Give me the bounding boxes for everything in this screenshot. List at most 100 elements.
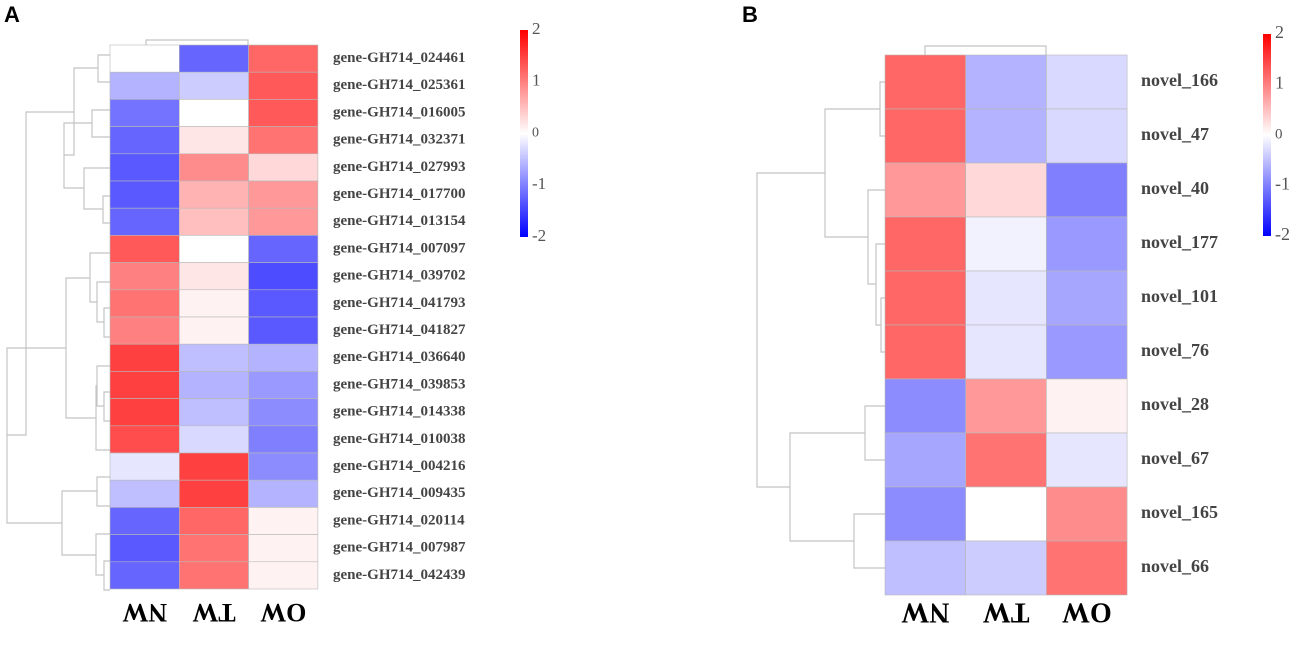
heatmap-cell [109,371,180,399]
row-label: novel_101 [1141,286,1218,306]
heatmap-cell [248,207,319,236]
legend-tick-label: -1 [1275,174,1290,194]
heatmap-cell [248,425,319,454]
heatmap-cell [965,324,1047,380]
heatmap-cell [109,316,180,345]
legend-tick-label: 2 [532,19,541,38]
heatmap-cell [884,486,966,542]
heatmap-cell [179,235,249,263]
heatmap-cell [884,162,966,218]
heatmap-cell [1046,108,1128,164]
heatmap-cell [109,262,180,291]
heatmap-cell [965,108,1047,164]
heatmap-cell [965,432,1047,488]
heatmap-cell [884,54,966,110]
legend-tick-label: 0 [532,126,539,141]
heatmap-cell [248,44,319,73]
row-label: novel_40 [1141,178,1209,198]
row-label: gene-GH714_013154 [333,213,466,229]
row-label: gene-GH714_042439 [333,567,466,583]
row-label: novel_47 [1141,124,1209,144]
legend-tick-label: -2 [532,226,546,245]
row-label: gene-GH714_041827 [333,322,466,338]
panel-b-color-legend: 2 1 0 -1 -2 [1263,22,1290,244]
heatmap-cell [109,343,180,372]
panel-a-row-labels: gene-GH714_024461 gene-GH714_025361 gene-G… [333,50,466,583]
row-label: novel_166 [1141,70,1218,90]
heatmap-cell [179,153,249,182]
panel-a-column-labels: NW TW OW [122,598,306,627]
heatmap-cell [1046,270,1128,326]
heatmap-cell [109,289,180,318]
heatmap-cell [109,479,180,508]
row-label: novel_165 [1141,502,1218,522]
heatmap-cell [1046,324,1128,380]
heatmap-cell [179,343,249,372]
row-label: gene-GH714_017700 [333,186,466,202]
row-label: gene-GH714_032371 [333,132,466,148]
heatmap-cell [248,235,319,263]
heatmap-cell [179,452,249,481]
row-label: gene-GH714_036640 [333,349,466,365]
heatmap-cell [248,398,319,427]
heatmap-cell [179,371,249,399]
heatmap-cell [109,207,180,236]
heatmap-cell [1046,486,1128,542]
panel-b-cells [884,54,1128,596]
heatmap-cell [109,235,180,263]
heatmap-cell [965,486,1047,542]
heatmap-cell [884,216,966,272]
heatmap-cell [109,452,180,481]
heatmap-cell [109,180,180,209]
heatmap-cell [109,99,180,127]
heatmap-cell [179,398,249,427]
heatmap-cell [109,561,180,590]
heatmap-cell [179,44,249,73]
column-label: TW [983,597,1030,628]
heatmap-cell [109,398,180,427]
panel-a-color-legend: 2 1 0 -1 -2 [520,19,546,245]
heatmap-cell [884,540,966,596]
panel-a-row-dendrogram [6,54,110,591]
heatmap-cell [179,289,249,318]
heatmap-cell [109,425,180,454]
heatmap-cell [179,99,249,127]
row-label: gene-GH714_041793 [333,295,466,311]
legend-tick-label: 1 [1275,73,1284,93]
heatmap-cell [179,534,249,563]
heatmap-cell [109,71,180,100]
legend-tick-label: 0 [1275,126,1283,142]
heatmap-cell [179,507,249,535]
heatmap-cell [248,99,319,127]
heatmap-cell [965,378,1047,434]
column-label: OW [1062,597,1112,628]
heatmap-cell [179,71,249,100]
heatmap-cell [884,270,966,326]
panel-b-row-labels: novel_166 novel_47 novel_40 novel_177 novel_… [1141,70,1218,576]
row-label: gene-GH714_010038 [333,431,466,447]
heatmap-cell [179,316,249,345]
heatmap-cell [1046,378,1128,434]
heatmap-cell [884,108,966,164]
heatmap-cell [1046,162,1128,218]
heatmap-cell [109,126,180,155]
heatmap-cell [248,180,319,209]
row-label: gene-GH714_039702 [333,268,466,284]
heatmap-cell [109,44,180,73]
heatmap-cell [248,507,319,535]
row-label: novel_76 [1141,340,1209,360]
heatmap-cell [179,479,249,508]
heatmap-cell [248,316,319,345]
column-label: NW [122,598,167,627]
heatmap-cell [1046,54,1128,110]
row-label: gene-GH714_007097 [333,240,466,256]
heatmap-cell [179,126,249,155]
heatmap-cell [248,452,319,481]
heatmap-cell [884,324,966,380]
heatmap-cell [179,262,249,291]
heatmap-cell [109,153,180,182]
row-label: gene-GH714_014338 [333,404,466,420]
legend-tick-label: 1 [532,71,541,90]
heatmap-cell [179,561,249,590]
